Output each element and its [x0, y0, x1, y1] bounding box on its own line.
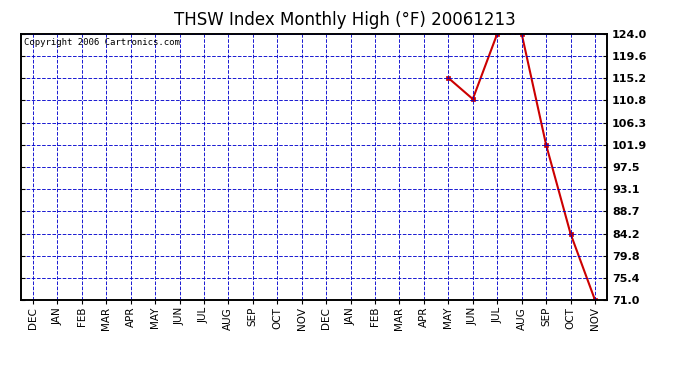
Text: THSW Index Monthly High (°F) 20061213: THSW Index Monthly High (°F) 20061213 [174, 11, 516, 29]
Text: Copyright 2006 Cartronics.com: Copyright 2006 Cartronics.com [23, 38, 179, 47]
